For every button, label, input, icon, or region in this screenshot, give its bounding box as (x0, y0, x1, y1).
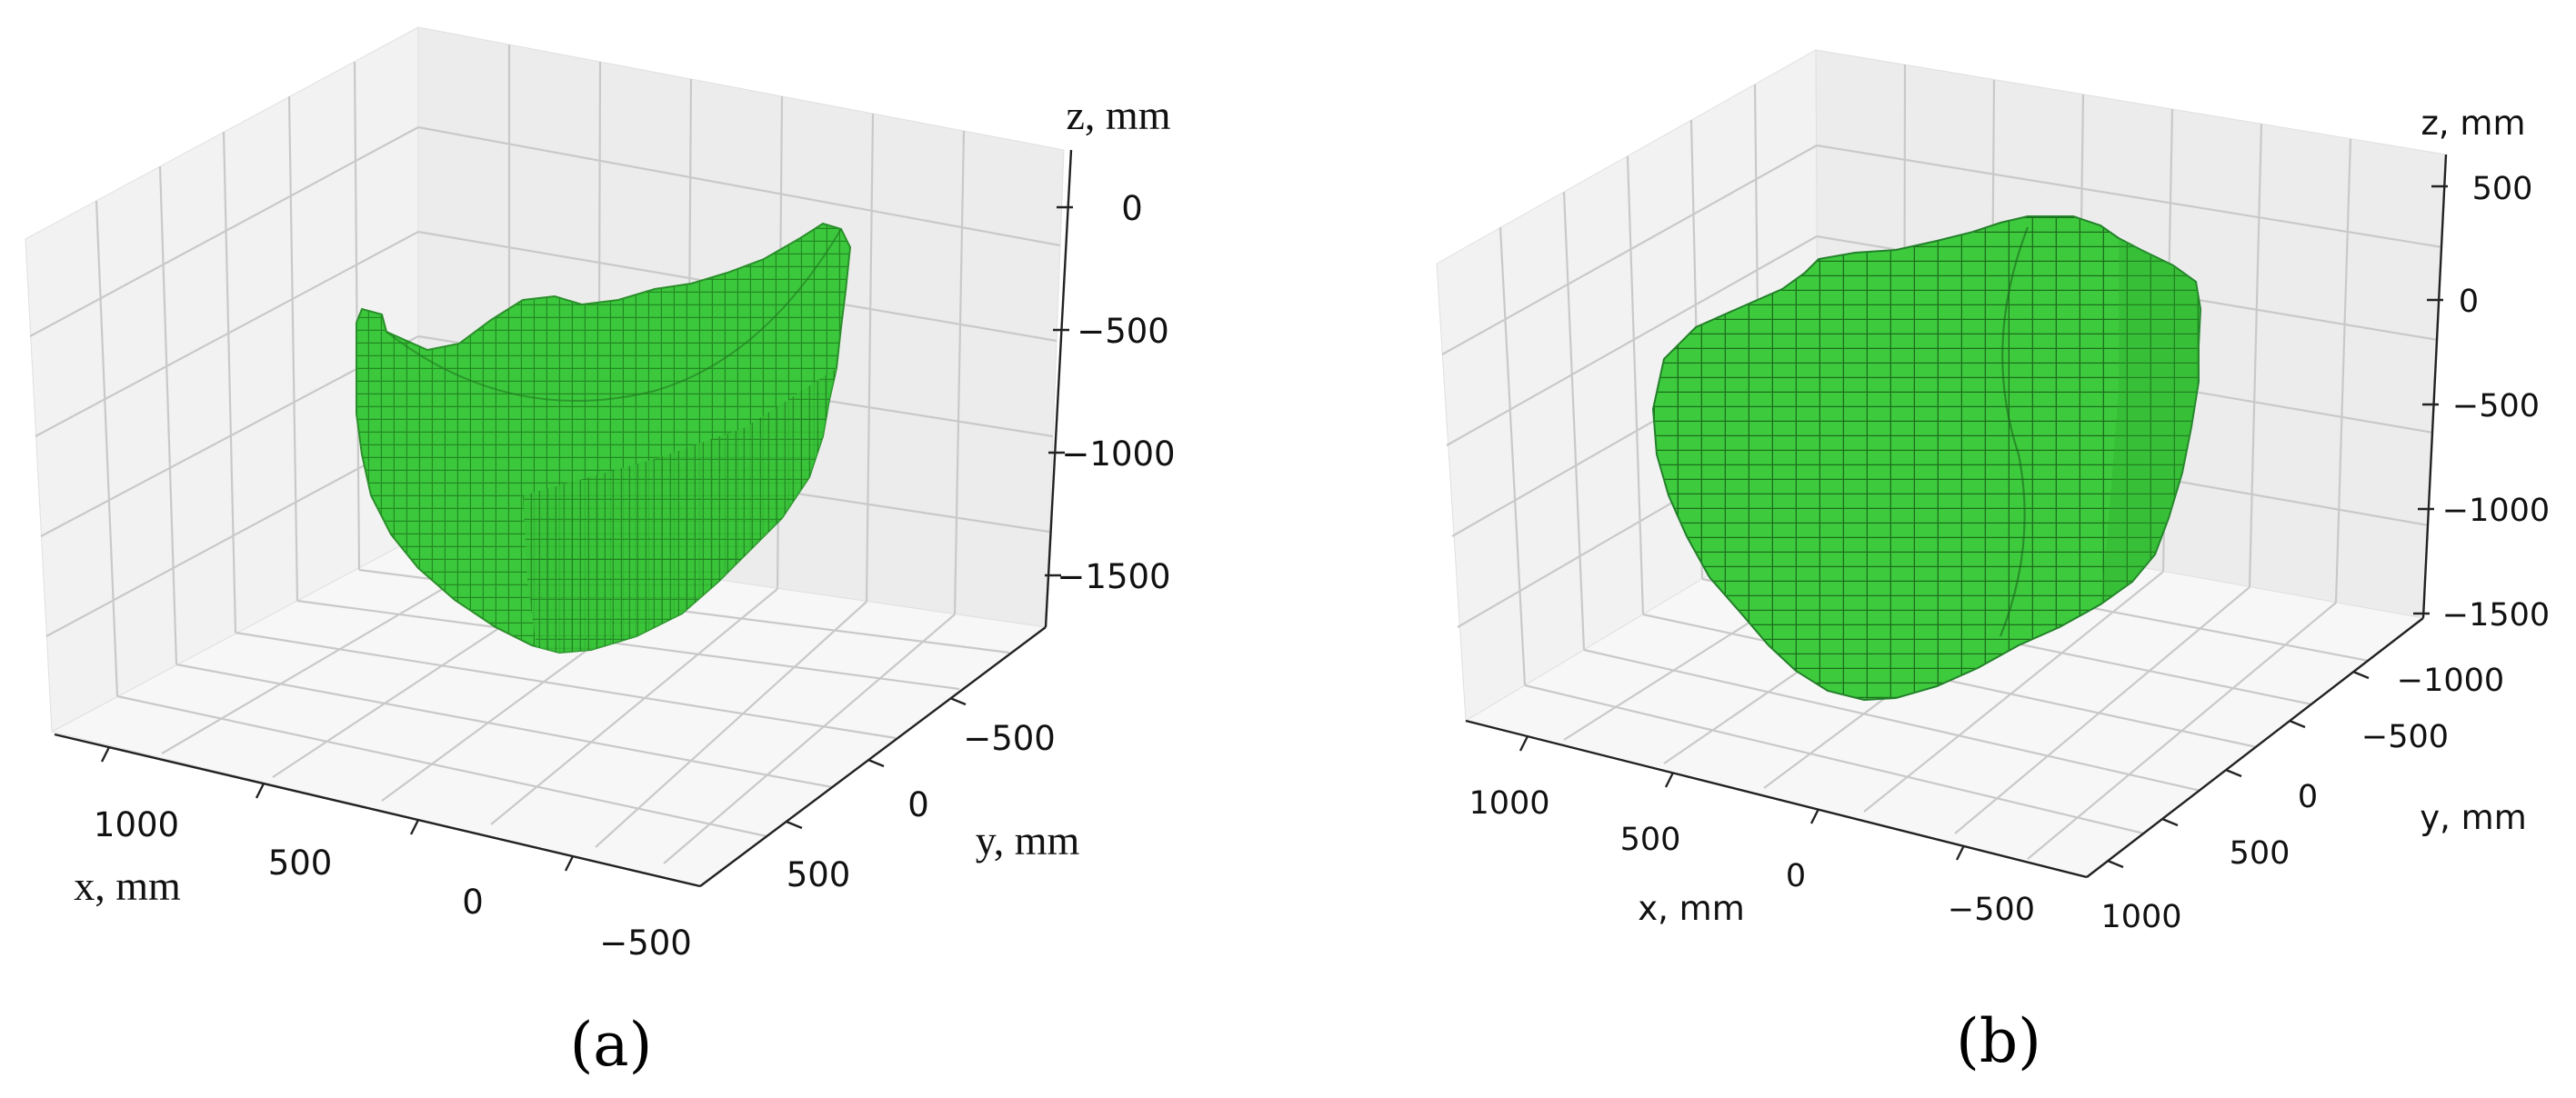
z-axis-label-b: z, mm (2421, 104, 2525, 143)
z-tick-label: 0 (1121, 189, 1143, 228)
z-tick-label: −500 (2452, 388, 2540, 424)
x-tick-label: 500 (1620, 822, 1681, 858)
x-ticks-b: 1000 500 0 −500 (1468, 735, 2035, 928)
y-tick-label: 1000 (2100, 899, 2181, 935)
x-tick-label: 0 (1786, 858, 1806, 894)
z-axis-line-b (2421, 154, 2448, 619)
grid-floor-a (116, 549, 1010, 864)
y-axis-line-a (699, 626, 1047, 887)
x-tick-label: 1000 (1468, 785, 1549, 822)
z-ticks-a: 0 −500 −1000 −1500 (1045, 189, 1176, 596)
voxel-body-b (1651, 215, 2202, 702)
grid-left-a (29, 61, 419, 697)
panel-label-b: (b) (1956, 1006, 2041, 1076)
voxel-volume-b (1651, 215, 2202, 702)
x-tick-label: 500 (268, 843, 333, 883)
y-ticks-b: −1000 −500 0 500 1000 (2100, 663, 2504, 935)
z-tick-label: 500 (2472, 171, 2533, 207)
voxel-shade-b (2100, 238, 2200, 604)
y-ticks-a: −500 0 500 (786, 696, 1056, 894)
voxel-ridge-b (1999, 226, 2030, 637)
y-axis-label-a: y, mm (976, 817, 1080, 863)
y-tick-label: 500 (787, 855, 851, 894)
y-tick-label: 500 (2230, 835, 2290, 872)
y-tick-label: −500 (2361, 719, 2449, 755)
x-tick-label: 0 (462, 883, 484, 922)
panel-a: 1000 500 0 −500 −500 0 500 0 −500 −1000 … (25, 26, 1176, 1080)
y-tick-label: 0 (907, 785, 929, 824)
z-tick-label: −1000 (1061, 434, 1175, 474)
x-tick-label: 1000 (94, 805, 179, 844)
grid-left-b (1441, 84, 1819, 686)
y-axis-label-b: y, mm (2420, 798, 2527, 837)
voxel-side-a (523, 368, 837, 653)
z-ticks-b: 500 0 −500 −1000 −1500 (2413, 171, 2550, 634)
voxel-volume-a (356, 222, 852, 654)
x-tick-label: −500 (1948, 892, 2035, 928)
z-axis-line-a (1044, 149, 1073, 628)
x-ticks-a: 1000 500 0 −500 (94, 746, 692, 963)
z-tick-label: −1000 (2442, 493, 2550, 529)
y-tick-label: −500 (963, 719, 1056, 758)
x-axis-label-a: x, mm (74, 863, 181, 909)
panel-b: 1000 500 0 −500 −1000 −500 0 500 1000 50… (1436, 49, 2550, 1076)
x-axis-label-b: x, mm (1638, 889, 1745, 928)
z-tick-label: −1500 (2442, 597, 2550, 634)
z-tick-label: −500 (1077, 312, 1169, 351)
y-axis-line-b (2086, 617, 2424, 878)
y-tick-label: 0 (2298, 779, 2318, 815)
z-axis-label-a: z, mm (1067, 92, 1171, 138)
z-tick-label: 0 (2459, 284, 2479, 320)
voxel-rim-a (386, 228, 842, 403)
x-axis-line-a (54, 733, 701, 888)
x-tick-label: −500 (599, 923, 692, 963)
x-axis-line-b (1465, 719, 2088, 879)
z-tick-label: −1500 (1057, 557, 1170, 596)
y-tick-label: −1000 (2397, 663, 2504, 699)
panel-label-a: (a) (570, 1010, 653, 1080)
